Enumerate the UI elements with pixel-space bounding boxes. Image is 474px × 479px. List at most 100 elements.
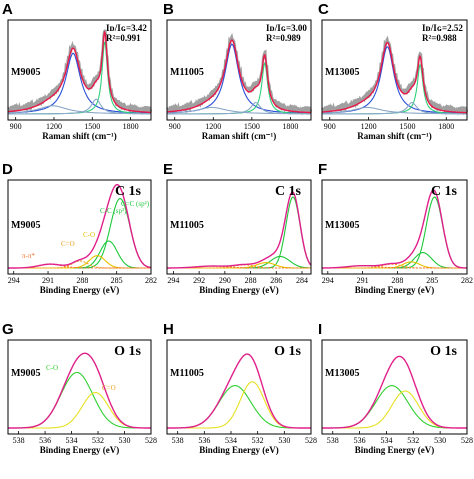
x-tick-label: 538 <box>13 436 25 445</box>
intensity-ratio: Iᴅ/Iɢ=3.42 <box>106 23 147 33</box>
x-axis-label: Binding Energy (eV) <box>199 445 279 455</box>
x-tick-label: 530 <box>278 436 290 445</box>
fit-component-2 <box>167 381 311 429</box>
x-axis-label: Binding Energy (eV) <box>40 445 120 455</box>
r-squared: R²=0.991 <box>106 33 141 43</box>
x-tick-label: 288 <box>76 276 88 285</box>
core-level-title: O 1s <box>274 344 301 359</box>
fit-component-4 <box>8 98 151 115</box>
x-tick-label: 286 <box>270 276 282 285</box>
x-axis-label: Raman shift (cm⁻¹) <box>357 131 431 141</box>
component-label: C=O <box>61 240 75 248</box>
x-tick-label: 534 <box>225 436 237 445</box>
x-tick-label: 536 <box>198 436 210 445</box>
plot-frame <box>7 179 152 275</box>
fit-component-1 <box>167 385 311 429</box>
panel-label: H <box>163 321 174 338</box>
sample-label: M11005 <box>170 220 204 231</box>
x-tick-label: 528 <box>461 436 473 445</box>
fit-component-1 <box>322 385 467 429</box>
experimental-spectrum <box>7 29 153 116</box>
component-label: C-C (sp³) <box>100 207 127 215</box>
panel-i: I 538 536 534 532 530 528 Binding Energy (eV) M1… <box>318 321 473 455</box>
x-tick-label: 285 <box>111 276 123 285</box>
r-squared: R²=0.988 <box>422 33 457 43</box>
intensity-ratio: Iᴅ/Iɢ=2.52 <box>422 23 463 33</box>
panel-h: H 538 536 534 532 530 528 Binding Energy (eV) M1… <box>163 321 317 455</box>
fit-envelope <box>322 189 467 269</box>
sample-label: M11005 <box>170 67 204 78</box>
x-tick-label: 282 <box>461 276 473 285</box>
x-tick-label: 900 <box>169 122 181 131</box>
panel-a: A 900 1200 1500 1800 Raman shift (cm⁻¹) M9005 I… <box>2 1 153 141</box>
fit-component-4 <box>322 101 467 115</box>
x-tick-label: 1800 <box>282 122 298 131</box>
x-tick-label: 292 <box>193 276 205 285</box>
fit-envelope <box>322 355 467 429</box>
experimental-spectrum <box>166 33 313 116</box>
sample-label: M13005 <box>325 67 359 78</box>
component-label: C-O <box>83 231 95 239</box>
x-tick-label: 288 <box>245 276 257 285</box>
fit-component-5 <box>167 265 311 269</box>
x-tick-label: 900 <box>324 122 336 131</box>
fit-envelope <box>167 191 312 269</box>
x-tick-label: 1800 <box>438 122 454 131</box>
intensity-ratio: Iᴅ/Iɢ=3.00 <box>266 23 307 33</box>
x-axis-label: Binding Energy (eV) <box>40 285 120 295</box>
x-axis-label: Raman shift (cm⁻¹) <box>202 131 276 141</box>
sample-label: M9005 <box>11 67 40 78</box>
fit-component-1 <box>322 196 467 269</box>
fit-component-2 <box>8 391 151 429</box>
x-axis-label: Binding Energy (eV) <box>199 285 279 295</box>
fit-component-2 <box>167 255 311 269</box>
fit-component-1 <box>8 371 151 429</box>
x-tick-label: 536 <box>39 436 51 445</box>
plot-frame <box>321 179 468 275</box>
x-tick-label: 294 <box>8 276 20 285</box>
x-tick-label: 538 <box>327 436 339 445</box>
x-axis-label: Binding Energy (eV) <box>355 445 435 455</box>
panel-label: I <box>318 321 322 338</box>
x-tick-label: 534 <box>66 436 78 445</box>
x-tick-label: 532 <box>252 436 264 445</box>
plot-frame <box>166 339 312 435</box>
core-level-title: O 1s <box>114 344 141 359</box>
panel-label: B <box>163 1 174 18</box>
x-axis-label: Raman shift (cm⁻¹) <box>42 131 116 141</box>
x-tick-label: 900 <box>10 122 22 131</box>
fit-envelope <box>167 39 311 114</box>
x-tick-label: 536 <box>354 436 366 445</box>
x-tick-label: 1200 <box>205 122 221 131</box>
sample-label: M9005 <box>11 220 40 231</box>
component-label: C=C (sp²) <box>121 200 150 208</box>
panel-label: G <box>2 321 14 338</box>
x-tick-label: 1200 <box>46 122 62 131</box>
fit-component-2 <box>322 252 467 269</box>
core-level-title: C 1s <box>275 184 302 199</box>
plot-frame <box>166 179 312 275</box>
x-tick-label: 1200 <box>361 122 377 131</box>
x-tick-label: 288 <box>391 276 403 285</box>
panel-e: E 294 292 290 288 286 284 Binding Energy (eV) M1… <box>163 161 312 295</box>
panel-f: F 294 291 288 285 282 Binding Energy (eV) M1300… <box>318 161 473 295</box>
fit-component-1 <box>166 43 311 114</box>
x-tick-label: 532 <box>407 436 419 445</box>
component-label: C=O <box>102 384 116 392</box>
sample-label: M11005 <box>170 368 204 379</box>
x-tick-label: 538 <box>172 436 184 445</box>
panel-g: G 538 536 534 532 530 528 Binding Energy (eV) M9… <box>2 321 157 455</box>
fit-component-4 <box>167 101 311 115</box>
fit-envelope <box>321 41 467 114</box>
plot-frame <box>321 339 468 435</box>
plot-frame <box>321 19 468 121</box>
x-tick-label: 532 <box>92 436 104 445</box>
fit-component-1 <box>322 46 467 114</box>
sample-label: M13005 <box>325 220 359 231</box>
fit-envelope <box>8 30 151 114</box>
x-tick-label: 285 <box>426 276 438 285</box>
r-squared: R²=0.989 <box>266 33 301 43</box>
core-level-title: O 1s <box>430 344 457 359</box>
x-tick-label: 294 <box>322 276 334 285</box>
